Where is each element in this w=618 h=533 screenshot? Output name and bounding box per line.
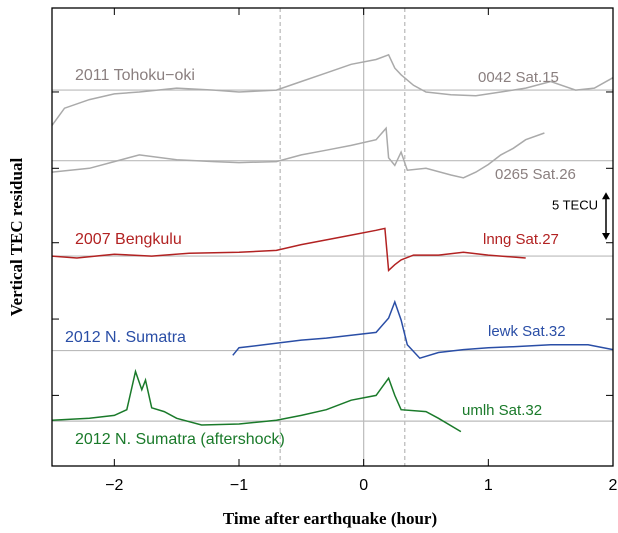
x-tick-label: −2 bbox=[105, 477, 123, 494]
plot-frame bbox=[51, 7, 614, 467]
x-tick-label: 1 bbox=[484, 477, 493, 494]
x-axis-title: Time after earthquake (hour) bbox=[223, 509, 437, 528]
x-tick-label: −1 bbox=[230, 477, 248, 494]
series-line bbox=[232, 299, 614, 360]
series-label: 0042 Sat.15 bbox=[478, 69, 559, 86]
series-label: lewk Sat.32 bbox=[488, 323, 566, 340]
series-line bbox=[51, 368, 462, 433]
x-tick-label: 2 bbox=[609, 477, 618, 494]
scale-bar-label: 5 TECU bbox=[552, 198, 598, 213]
event-label: 2011 Tohoku−oki bbox=[75, 67, 195, 84]
series-line bbox=[51, 227, 526, 272]
x-tick-label: 0 bbox=[359, 477, 368, 494]
series-line bbox=[51, 53, 614, 126]
series-label: lnng Sat.27 bbox=[483, 231, 559, 248]
series-label: umlh Sat.32 bbox=[462, 402, 542, 419]
y-axis-title: Vertical TEC residual bbox=[7, 158, 26, 317]
series-line bbox=[51, 126, 545, 179]
event-label: 2007 Bengkulu bbox=[75, 231, 182, 248]
event-label: 2012 N. Sumatra bbox=[65, 329, 186, 346]
event-label: 2012 N. Sumatra (aftershock) bbox=[75, 431, 285, 448]
series-label: 0265 Sat.26 bbox=[495, 166, 576, 183]
